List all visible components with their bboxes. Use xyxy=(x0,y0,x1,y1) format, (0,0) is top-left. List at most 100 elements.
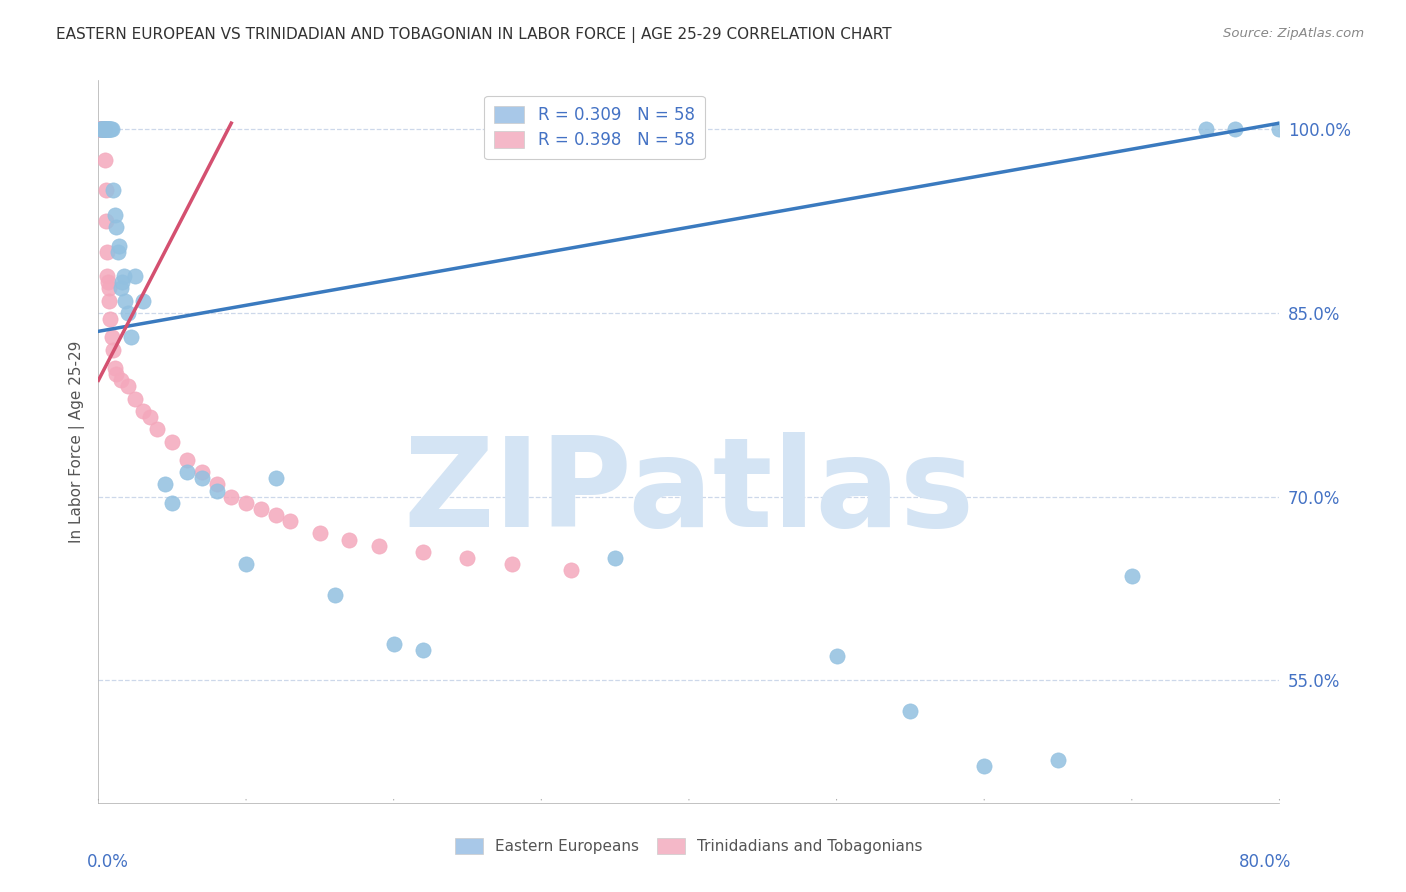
Point xyxy=(96,122,118,136)
Point xyxy=(139,410,162,425)
Point xyxy=(205,477,228,491)
Point xyxy=(90,122,112,136)
Point xyxy=(235,557,257,571)
Point xyxy=(368,539,391,553)
Point xyxy=(205,483,228,498)
Point xyxy=(98,122,121,136)
Point xyxy=(94,122,117,136)
Point xyxy=(825,648,848,663)
Point xyxy=(90,122,112,136)
Point xyxy=(91,122,114,136)
Text: 80.0%: 80.0% xyxy=(1239,854,1291,871)
Point xyxy=(94,214,117,228)
Point xyxy=(973,759,995,773)
Point xyxy=(93,122,115,136)
Point xyxy=(93,122,115,136)
Point xyxy=(100,330,122,344)
Point xyxy=(91,122,114,136)
Point xyxy=(117,379,139,393)
Point xyxy=(96,122,118,136)
Text: Source: ZipAtlas.com: Source: ZipAtlas.com xyxy=(1223,27,1364,40)
Point xyxy=(176,465,198,479)
Point xyxy=(96,244,118,259)
Point xyxy=(98,293,121,308)
Point xyxy=(96,269,118,284)
Point xyxy=(412,642,434,657)
Point xyxy=(97,122,120,136)
Point xyxy=(280,514,302,528)
Point xyxy=(457,550,479,565)
Point xyxy=(98,122,121,136)
Point xyxy=(191,471,214,485)
Point xyxy=(108,238,131,252)
Point xyxy=(97,276,120,290)
Point xyxy=(89,122,111,136)
Point xyxy=(221,490,243,504)
Point xyxy=(93,122,115,136)
Point xyxy=(89,122,111,136)
Point xyxy=(132,293,155,308)
Point xyxy=(111,276,134,290)
Point xyxy=(94,122,117,136)
Point xyxy=(94,122,117,136)
Point xyxy=(97,122,120,136)
Point xyxy=(146,422,169,436)
Point xyxy=(103,184,125,198)
Point xyxy=(91,122,114,136)
Point xyxy=(120,330,142,344)
Point xyxy=(104,361,127,376)
Point xyxy=(124,269,146,284)
Point xyxy=(605,550,627,565)
Point xyxy=(1225,122,1247,136)
Point xyxy=(90,122,112,136)
Point xyxy=(104,208,127,222)
Point xyxy=(323,588,346,602)
Point xyxy=(93,122,115,136)
Point xyxy=(90,122,112,136)
Point xyxy=(1268,122,1291,136)
Point xyxy=(110,373,132,387)
Point xyxy=(91,122,114,136)
Point xyxy=(91,122,114,136)
Legend: Eastern Europeans, Trinidadians and Tobagonians: Eastern Europeans, Trinidadians and Toba… xyxy=(449,832,929,860)
Point xyxy=(309,526,332,541)
Point xyxy=(560,563,582,577)
Point xyxy=(1195,122,1218,136)
Point xyxy=(96,122,118,136)
Point xyxy=(382,637,405,651)
Point xyxy=(105,367,128,381)
Point xyxy=(90,122,112,136)
Point xyxy=(264,471,287,485)
Point xyxy=(1047,753,1070,767)
Point xyxy=(93,122,115,136)
Point xyxy=(117,306,139,320)
Point xyxy=(94,184,117,198)
Point xyxy=(91,122,114,136)
Point xyxy=(110,281,132,295)
Point xyxy=(107,244,129,259)
Point xyxy=(93,122,115,136)
Point xyxy=(112,269,135,284)
Point xyxy=(103,343,125,357)
Point xyxy=(250,502,273,516)
Point xyxy=(97,122,120,136)
Point xyxy=(162,496,183,510)
Point xyxy=(89,122,111,136)
Point xyxy=(89,122,111,136)
Point xyxy=(90,122,112,136)
Point xyxy=(100,122,122,136)
Point xyxy=(191,465,214,479)
Point xyxy=(132,404,155,418)
Point xyxy=(153,477,176,491)
Point xyxy=(900,704,922,718)
Point xyxy=(339,533,361,547)
Point xyxy=(89,122,111,136)
Text: EASTERN EUROPEAN VS TRINIDADIAN AND TOBAGONIAN IN LABOR FORCE | AGE 25-29 CORREL: EASTERN EUROPEAN VS TRINIDADIAN AND TOBA… xyxy=(56,27,891,43)
Point xyxy=(90,122,112,136)
Text: ZIPatlas: ZIPatlas xyxy=(404,432,974,553)
Point xyxy=(98,312,121,326)
Point xyxy=(93,122,115,136)
Point xyxy=(105,220,128,235)
Point xyxy=(93,122,115,136)
Point xyxy=(235,496,257,510)
